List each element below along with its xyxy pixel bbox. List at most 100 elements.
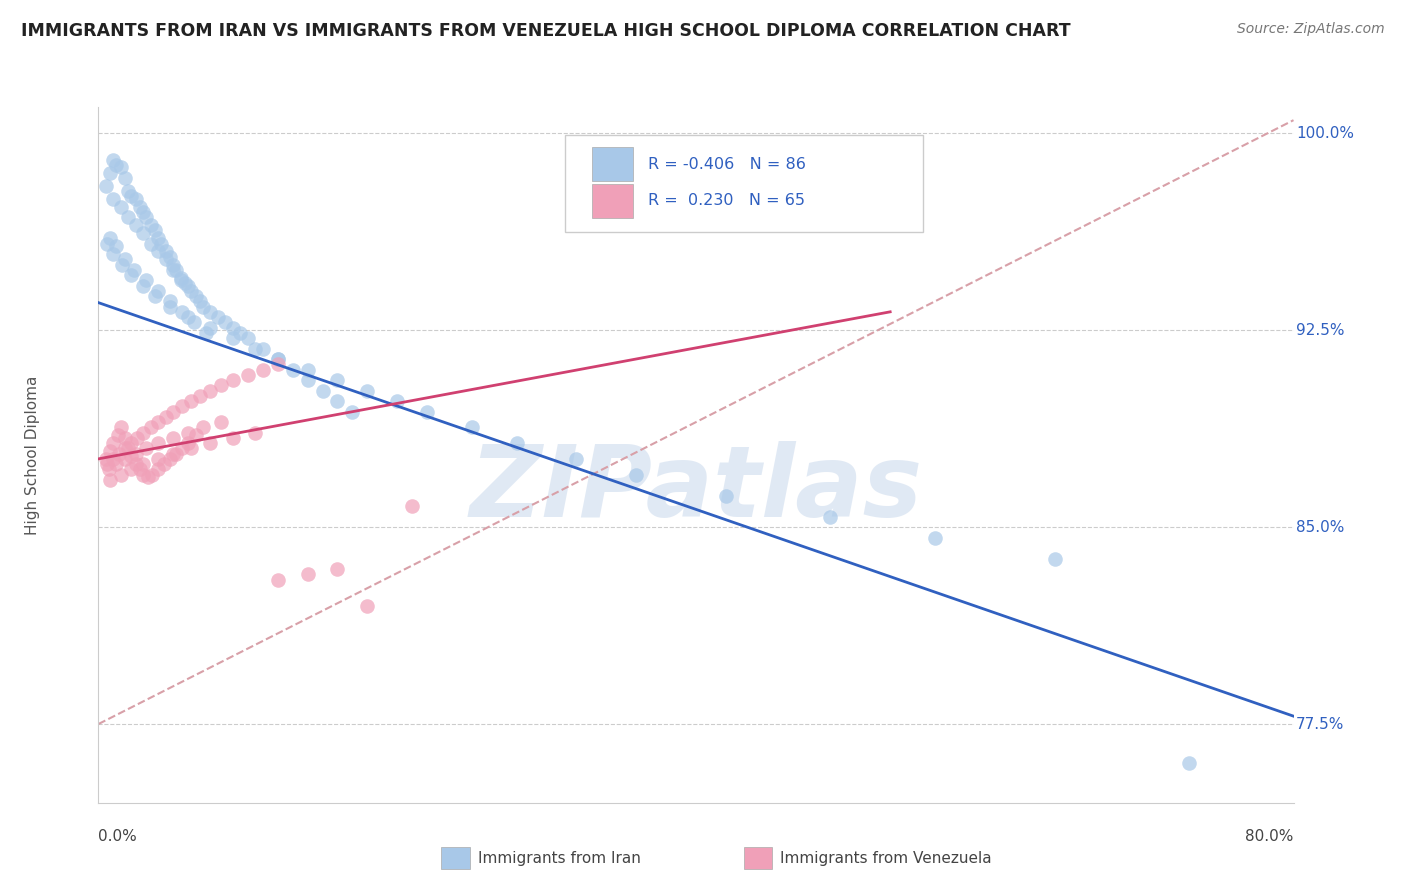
- Text: R = -0.406   N = 86: R = -0.406 N = 86: [648, 157, 806, 171]
- Point: [177, 436, 200, 450]
- Text: 85.0%: 85.0%: [1296, 520, 1344, 534]
- Text: 77.5%: 77.5%: [1296, 716, 1344, 731]
- Text: High School Diploma: High School Diploma: [25, 376, 41, 534]
- Text: 100.0%: 100.0%: [1296, 126, 1354, 141]
- Point: [356, 384, 378, 398]
- Point: [148, 436, 170, 450]
- Point: [139, 236, 162, 251]
- Point: [180, 284, 202, 298]
- Point: [148, 415, 170, 429]
- Point: [177, 425, 200, 440]
- Point: [326, 394, 349, 409]
- Point: [183, 315, 205, 329]
- Point: [155, 244, 177, 259]
- Point: [148, 244, 170, 259]
- Point: [222, 320, 245, 334]
- Point: [94, 178, 117, 193]
- Point: [252, 362, 274, 376]
- Point: [103, 247, 125, 261]
- Point: [103, 192, 125, 206]
- Point: [143, 289, 166, 303]
- Point: [114, 252, 136, 267]
- Point: [98, 444, 122, 458]
- Point: [200, 436, 222, 450]
- Point: [200, 305, 222, 319]
- Point: [162, 447, 184, 461]
- Point: [191, 300, 214, 314]
- Point: [96, 457, 118, 471]
- Point: [159, 300, 181, 314]
- Point: [120, 462, 142, 476]
- Point: [129, 462, 152, 476]
- Point: [356, 599, 378, 613]
- Point: [159, 294, 181, 309]
- Point: [120, 268, 142, 282]
- Point: [135, 273, 157, 287]
- Point: [117, 184, 139, 198]
- Point: [180, 394, 202, 409]
- Point: [177, 278, 200, 293]
- Point: [111, 258, 134, 272]
- Point: [98, 166, 122, 180]
- Point: [110, 420, 132, 434]
- Point: [172, 305, 194, 319]
- Point: [194, 326, 218, 340]
- Point: [125, 457, 148, 471]
- Point: [148, 451, 170, 466]
- Point: [97, 462, 120, 476]
- Point: [385, 394, 409, 409]
- Point: [297, 373, 319, 387]
- Point: [222, 431, 245, 445]
- Point: [148, 462, 170, 476]
- Point: [114, 170, 136, 185]
- Point: [311, 384, 333, 398]
- Point: [103, 436, 125, 450]
- Point: [94, 451, 117, 466]
- Point: [132, 278, 155, 293]
- Point: [236, 331, 259, 345]
- Point: [184, 428, 207, 442]
- FancyBboxPatch shape: [565, 135, 922, 232]
- Point: [165, 262, 187, 277]
- Text: 80.0%: 80.0%: [1246, 829, 1294, 844]
- Point: [172, 400, 194, 414]
- Point: [105, 158, 128, 172]
- Point: [132, 205, 155, 219]
- Point: [105, 457, 128, 471]
- Point: [416, 404, 439, 418]
- Point: [153, 457, 176, 471]
- Point: [714, 489, 737, 503]
- Point: [135, 442, 157, 456]
- Point: [117, 442, 139, 456]
- Point: [108, 447, 131, 461]
- Point: [209, 415, 232, 429]
- Text: 0.0%: 0.0%: [98, 829, 138, 844]
- Point: [236, 368, 259, 382]
- Point: [132, 226, 155, 240]
- Point: [252, 342, 274, 356]
- Point: [120, 436, 142, 450]
- Point: [117, 211, 139, 225]
- Point: [98, 231, 122, 245]
- Point: [155, 252, 177, 267]
- Point: [155, 409, 177, 424]
- Point: [96, 236, 118, 251]
- Point: [143, 223, 166, 237]
- Point: [281, 362, 304, 376]
- Point: [159, 451, 181, 466]
- Point: [120, 449, 142, 463]
- Point: [326, 562, 349, 576]
- Point: [245, 425, 267, 440]
- Point: [297, 362, 319, 376]
- Point: [200, 384, 222, 398]
- Point: [159, 250, 181, 264]
- Point: [1043, 551, 1066, 566]
- Point: [174, 276, 197, 290]
- Point: [207, 310, 229, 324]
- Point: [401, 499, 423, 513]
- Point: [172, 442, 194, 456]
- Point: [200, 320, 222, 334]
- Point: [107, 428, 129, 442]
- Point: [184, 289, 207, 303]
- Point: [191, 420, 214, 434]
